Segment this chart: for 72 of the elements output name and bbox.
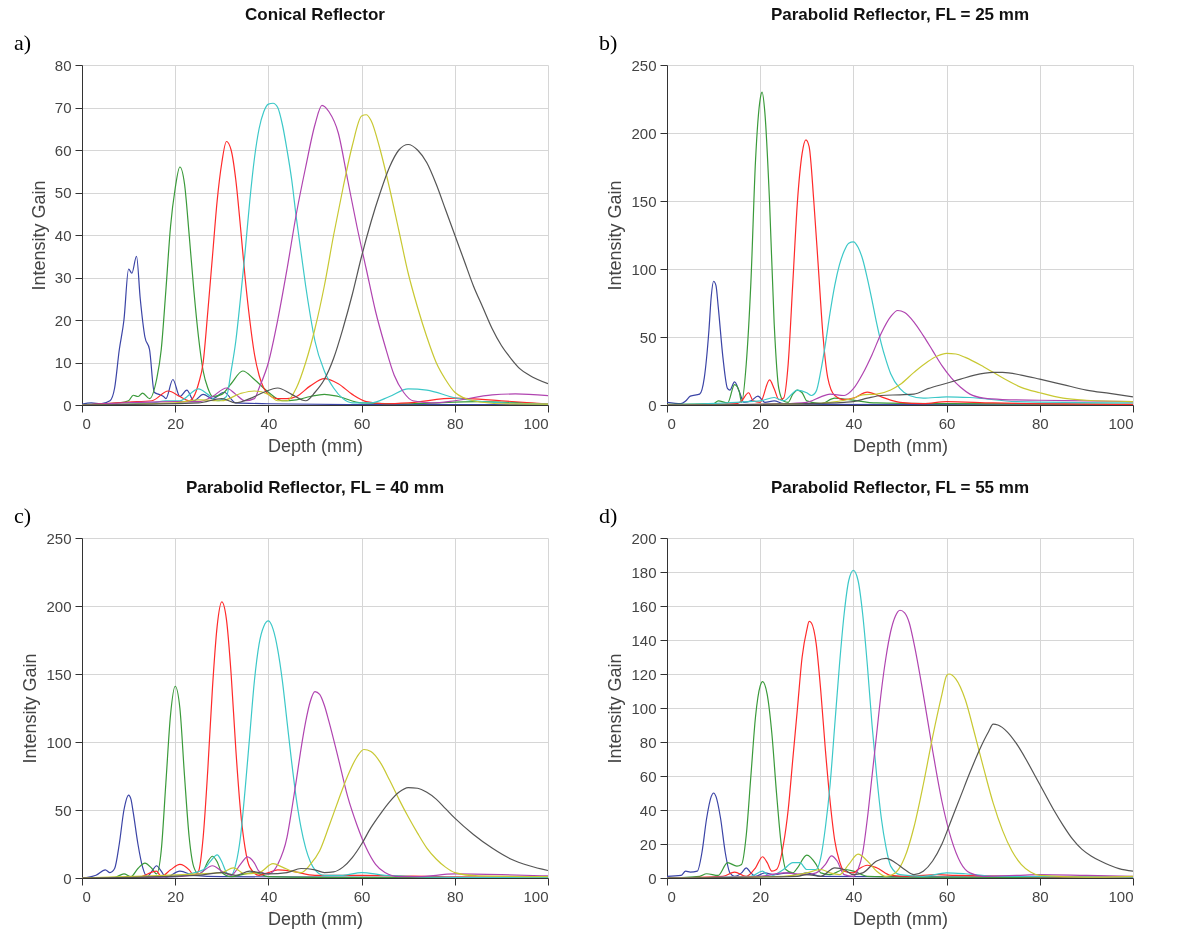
y-tick-label: 70 bbox=[54, 99, 72, 116]
y-tick-label: 0 bbox=[63, 869, 72, 887]
text: a) bbox=[14, 30, 32, 55]
x-tick-label: 60 bbox=[353, 414, 371, 432]
x-axis-title: Depth (mm) bbox=[852, 908, 949, 929]
y-tick-label: 20 bbox=[54, 311, 72, 329]
y-axis-title: Intensity Gain bbox=[605, 180, 626, 291]
x-tick-label: 80 bbox=[1031, 414, 1049, 432]
y-tick-label: 30 bbox=[54, 269, 72, 286]
y-tick-label: 10 bbox=[54, 354, 72, 371]
x-tick-label: 60 bbox=[938, 414, 956, 432]
y-tick-label: 180 bbox=[631, 563, 657, 581]
x-tick-label: 0 bbox=[667, 414, 676, 432]
y-axis-title: Intensity Gain bbox=[28, 180, 49, 291]
text: b) bbox=[599, 30, 618, 55]
x-tick-label: 40 bbox=[845, 887, 863, 905]
x-tick-label: 40 bbox=[845, 414, 863, 432]
x-tick-label: 100 bbox=[1108, 887, 1134, 905]
y-tick-label: 80 bbox=[54, 56, 72, 74]
x-axis-title: Depth (mm) bbox=[267, 908, 364, 929]
x-tick-label: 20 bbox=[167, 887, 185, 905]
y-tick-label: 60 bbox=[54, 141, 72, 159]
y-tick-label: 100 bbox=[631, 699, 657, 717]
y-tick-label: 160 bbox=[631, 597, 657, 615]
chart-title: Parabolid Reflector, FL = 25 mm bbox=[770, 5, 1030, 24]
y-tick-label: 50 bbox=[54, 184, 72, 201]
x-tick-label: 20 bbox=[752, 414, 770, 432]
x-tick-label: 0 bbox=[82, 414, 91, 432]
x-tick-label: 80 bbox=[446, 414, 464, 432]
y-tick-label: 0 bbox=[648, 396, 657, 414]
y-tick-label: 150 bbox=[631, 192, 657, 210]
x-tick-label: 20 bbox=[167, 414, 185, 432]
y-tick-label: 50 bbox=[639, 328, 657, 346]
y-tick-label: 40 bbox=[54, 226, 72, 244]
x-tick-label: 60 bbox=[938, 887, 956, 905]
x-tick-label: 100 bbox=[1108, 414, 1134, 432]
x-tick-label: 100 bbox=[523, 887, 549, 905]
chart-title: Parabolid Reflector, FL = 55 mm bbox=[770, 478, 1030, 497]
y-tick-label: 140 bbox=[631, 631, 657, 649]
x-tick-label: 40 bbox=[260, 414, 278, 432]
x-tick-label: 60 bbox=[353, 887, 371, 905]
text: d) bbox=[599, 503, 618, 528]
x-tick-label: 100 bbox=[523, 414, 549, 432]
y-tick-label: 200 bbox=[46, 597, 72, 615]
y-tick-label: 0 bbox=[648, 869, 657, 887]
y-tick-label: 0 bbox=[63, 396, 72, 414]
y-tick-label: 60 bbox=[639, 767, 657, 785]
x-axis-title: Depth (mm) bbox=[267, 435, 364, 456]
y-axis-title: Intensity Gain bbox=[20, 653, 41, 764]
y-tick-label: 40 bbox=[639, 801, 657, 819]
y-tick-label: 100 bbox=[46, 733, 72, 751]
x-tick-label: 20 bbox=[752, 887, 770, 905]
y-tick-label: 120 bbox=[631, 665, 657, 683]
x-tick-label: 0 bbox=[667, 887, 676, 905]
y-tick-label: 250 bbox=[46, 529, 72, 547]
y-tick-label: 20 bbox=[639, 835, 657, 853]
chart-title: Parabolid Reflector, FL = 40 mm bbox=[185, 478, 445, 497]
x-tick-label: 0 bbox=[82, 887, 91, 905]
y-tick-label: 200 bbox=[631, 124, 657, 142]
x-tick-label: 40 bbox=[260, 887, 278, 905]
y-axis-title: Intensity Gain bbox=[605, 653, 626, 764]
y-tick-label: 50 bbox=[54, 801, 72, 819]
y-tick-label: 250 bbox=[631, 56, 657, 74]
y-tick-label: 80 bbox=[639, 733, 657, 751]
chart-title: Conical Reflector bbox=[245, 5, 386, 24]
y-tick-label: 100 bbox=[631, 260, 657, 278]
x-tick-label: 80 bbox=[1031, 887, 1049, 905]
text: c) bbox=[14, 503, 32, 528]
x-axis-title: Depth (mm) bbox=[852, 435, 949, 456]
y-tick-label: 150 bbox=[46, 665, 72, 683]
x-tick-label: 80 bbox=[446, 887, 464, 905]
y-tick-label: 200 bbox=[631, 529, 657, 547]
